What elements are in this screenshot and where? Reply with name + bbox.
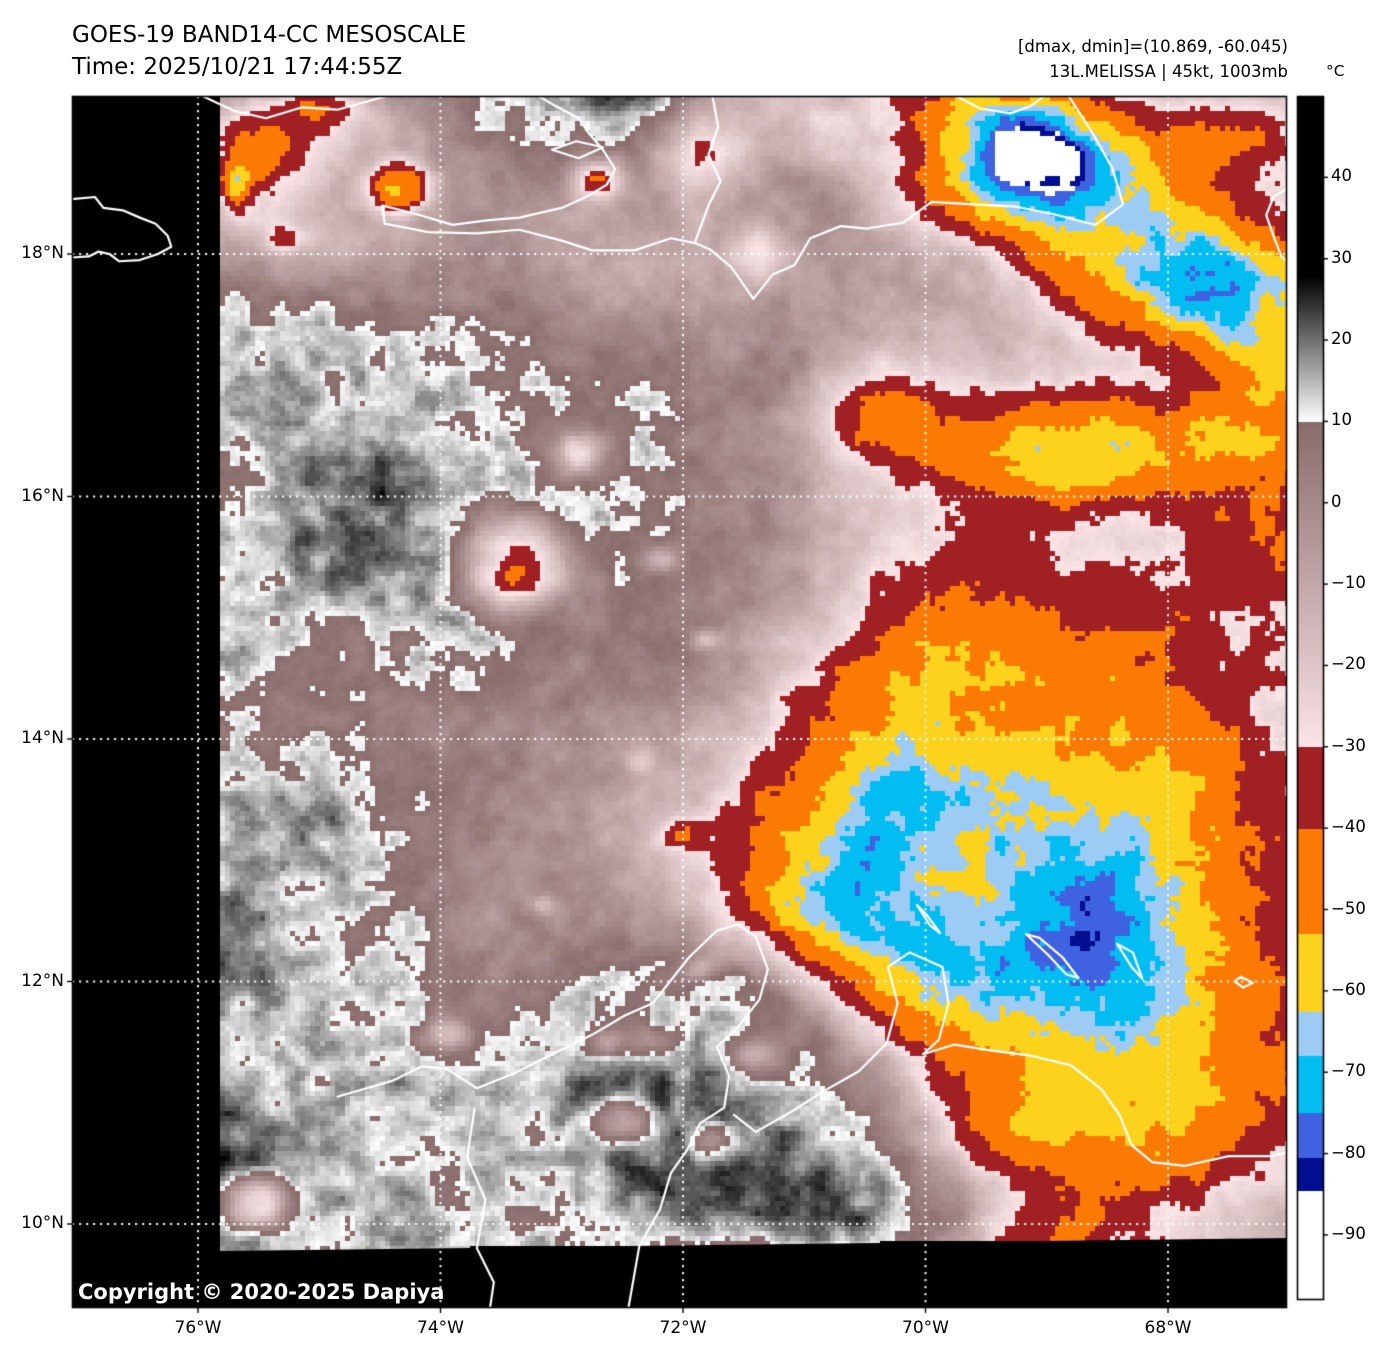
- timestamp: Time: 2025/10/21 17:44:55Z: [72, 54, 403, 80]
- lat-label-18: 18°N: [21, 243, 64, 263]
- storm-info: 13L.MELISSA | 45kt, 1003mb: [1049, 62, 1288, 81]
- page-title: GOES-19 BAND14-CC MESOSCALE: [72, 22, 467, 48]
- colorbar-tick--70: −70: [1331, 1061, 1366, 1081]
- colorbar-tick-10: 10: [1331, 410, 1352, 430]
- lat-label-14: 14°N: [21, 728, 64, 748]
- colorbar-tick-20: 20: [1331, 329, 1352, 349]
- lon-label-68: 68°W: [1144, 1318, 1192, 1338]
- colorbar-tick--60: −60: [1331, 979, 1366, 999]
- lat-label-12: 12°N: [21, 970, 64, 991]
- colorbar-tick-30: 30: [1331, 247, 1352, 267]
- lon-label-70: 70°W: [902, 1318, 949, 1338]
- data-range-info: [dmax, dmin]=(10.869, -60.045): [1018, 37, 1288, 56]
- colorbar-tick--20: −20: [1331, 654, 1366, 674]
- lon-label-74: 74°W: [417, 1318, 464, 1338]
- colorbar-tick--40: −40: [1331, 817, 1366, 837]
- colorbar-tick--10: −10: [1331, 573, 1366, 593]
- copyright-label: Copyright © 2020-2025 Dapiya: [78, 1280, 445, 1304]
- colorbar-tick--80: −80: [1331, 1142, 1366, 1162]
- lat-label-10: 10°N: [21, 1213, 64, 1233]
- lat-label-16: 16°N: [21, 485, 64, 506]
- lon-label-72: 72°W: [659, 1318, 707, 1338]
- colorbar-tick-40: 40: [1331, 166, 1352, 186]
- colorbar-tick--50: −50: [1331, 898, 1366, 918]
- colorbar-tick--30: −30: [1331, 735, 1366, 755]
- colorbar-tick-0: 0: [1331, 491, 1342, 511]
- colorbar-unit-label: °C: [1326, 62, 1345, 80]
- colorbar-tick--90: −90: [1331, 1223, 1366, 1243]
- annotation-block: [dmax, dmin]=(10.869, -60.045) 13L.MELIS…: [1018, 34, 1288, 84]
- lon-label-76: 76°W: [174, 1318, 222, 1338]
